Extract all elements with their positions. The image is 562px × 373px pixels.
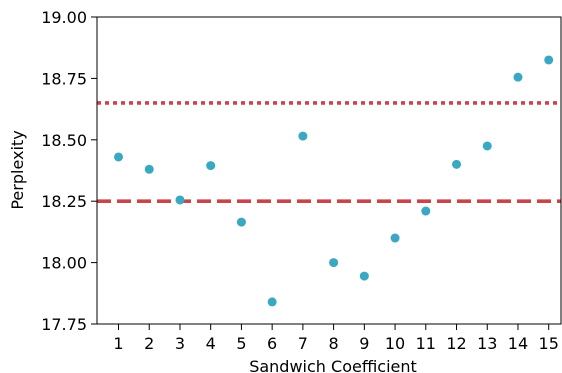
data-point <box>175 195 185 205</box>
data-point <box>359 271 369 281</box>
x-tick-label: 13 <box>477 334 497 353</box>
data-point <box>329 258 339 268</box>
data-point <box>513 72 523 82</box>
data-point <box>482 141 492 151</box>
data-point <box>298 131 308 141</box>
x-tick-label: 12 <box>446 334 466 353</box>
y-axis-title: Perplexity <box>8 130 27 209</box>
y-tick-label: 19.00 <box>41 8 87 27</box>
x-tick-label: 8 <box>329 334 339 353</box>
x-tick-label: 10 <box>385 334 405 353</box>
x-tick-label: 3 <box>175 334 185 353</box>
data-point <box>267 297 277 307</box>
data-point <box>452 159 462 169</box>
x-tick-label: 6 <box>267 334 277 353</box>
data-point <box>236 217 246 227</box>
y-tick-label: 18.25 <box>41 192 87 211</box>
data-point <box>390 233 400 243</box>
x-axis-title: Sandwich Coefficient <box>249 357 417 373</box>
x-tick-label: 1 <box>113 334 123 353</box>
data-point <box>144 164 154 174</box>
x-tick-label: 7 <box>298 334 308 353</box>
x-tick-label: 11 <box>416 334 436 353</box>
y-tick-label: 18.75 <box>41 69 87 88</box>
x-tick-label: 15 <box>539 334 559 353</box>
data-point <box>544 55 554 65</box>
x-tick-label: 9 <box>359 334 369 353</box>
data-point <box>114 152 124 162</box>
data-point <box>421 206 431 216</box>
x-tick-label: 4 <box>206 334 216 353</box>
x-tick-label: 2 <box>144 334 154 353</box>
y-tick-label: 17.75 <box>41 315 87 334</box>
plot-frame <box>96 16 562 325</box>
y-tick-label: 18.00 <box>41 254 87 273</box>
y-tick-label: 18.50 <box>41 131 87 150</box>
data-point <box>206 161 216 171</box>
x-tick-label: 14 <box>508 334 528 353</box>
x-tick-label: 5 <box>236 334 246 353</box>
